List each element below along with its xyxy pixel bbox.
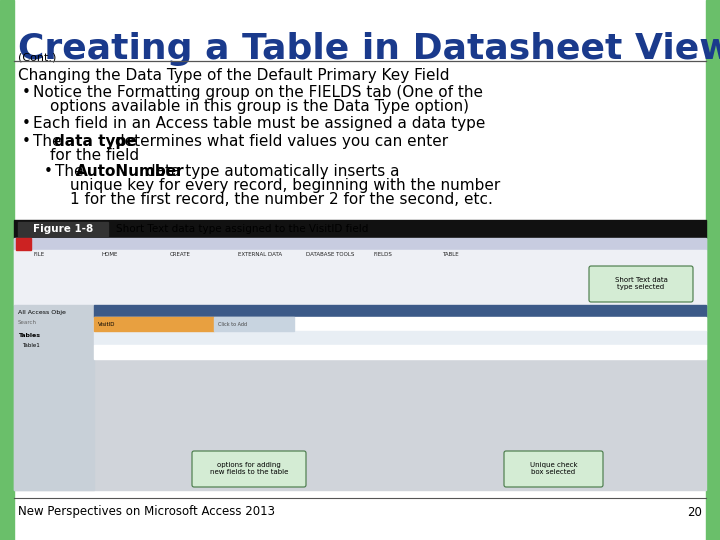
Text: determines what field values you can enter: determines what field values you can ent… (110, 134, 448, 149)
FancyBboxPatch shape (504, 451, 603, 487)
Text: AutoNumber: AutoNumber (76, 164, 184, 179)
Text: 20: 20 (687, 505, 702, 518)
Bar (14, 220, 706, 238)
Text: unique key for every record, beginning with the number: unique key for every record, beginning w… (70, 178, 500, 193)
Text: data type automatically inserts a: data type automatically inserts a (141, 164, 400, 179)
Text: options for adding
new fields to the table: options for adding new fields to the tab… (210, 462, 288, 476)
FancyBboxPatch shape (589, 266, 693, 302)
Text: Click to Add: Click to Add (218, 321, 247, 327)
Text: Notice the Formatting group on the FIELDS tab (One of the: Notice the Formatting group on the FIELD… (33, 85, 483, 100)
Text: Creating a Table in Datasheet View: Creating a Table in Datasheet View (18, 32, 720, 66)
Text: •: • (44, 164, 53, 179)
Text: Unique check
box selected: Unique check box selected (530, 462, 577, 476)
Text: Table1: Table1 (22, 343, 40, 348)
Bar (94, 345, 706, 359)
Bar (14, 238, 706, 490)
Text: New Perspectives on Microsoft Access 2013: New Perspectives on Microsoft Access 201… (18, 505, 275, 518)
Text: Tables: Tables (18, 333, 40, 338)
Bar (706, 0, 720, 540)
Text: •: • (22, 85, 31, 100)
Text: EXTERNAL DATA: EXTERNAL DATA (238, 253, 282, 258)
Bar (18, 222, 108, 236)
Text: 1 for the first record, the number 2 for the second, etc.: 1 for the first record, the number 2 for… (70, 192, 493, 207)
Text: for the field: for the field (50, 148, 139, 163)
Text: The: The (55, 164, 89, 179)
Text: options available in this group is the Data Type option): options available in this group is the D… (50, 99, 469, 114)
Text: •: • (22, 116, 31, 131)
Text: VisitID: VisitID (98, 321, 115, 327)
Bar (94, 317, 214, 331)
Text: •: • (22, 134, 31, 149)
Text: Search: Search (18, 320, 37, 325)
Bar (16, 238, 31, 250)
Text: Changing the Data Type of the Default Primary Key Field: Changing the Data Type of the Default Pr… (18, 68, 449, 83)
Bar (94, 305, 706, 317)
Text: CREATE: CREATE (170, 253, 191, 258)
Text: All Access Obje: All Access Obje (18, 310, 66, 315)
Bar (214, 317, 294, 331)
Bar (14, 238, 706, 250)
Bar (0, 0, 14, 540)
Text: HOME: HOME (102, 253, 118, 258)
Bar (14, 250, 706, 305)
Text: TABLE: TABLE (442, 253, 459, 258)
Bar (94, 331, 706, 345)
Text: (Cont.): (Cont.) (18, 53, 56, 63)
Text: data type: data type (54, 134, 137, 149)
Text: Short Text data
type selected: Short Text data type selected (615, 278, 667, 291)
Bar (94, 317, 706, 331)
Text: The: The (33, 134, 66, 149)
Text: Figure 1-8: Figure 1-8 (33, 224, 93, 234)
Text: FIELDS: FIELDS (374, 253, 393, 258)
Text: Short Text data type assigned to the VisitID field: Short Text data type assigned to the Vis… (116, 224, 369, 234)
Text: FILE: FILE (34, 253, 45, 258)
FancyBboxPatch shape (192, 451, 306, 487)
Bar (14, 305, 94, 490)
Text: Each field in an Access table must be assigned a data type: Each field in an Access table must be as… (33, 116, 485, 131)
Text: DATABASE TOOLS: DATABASE TOOLS (306, 253, 354, 258)
